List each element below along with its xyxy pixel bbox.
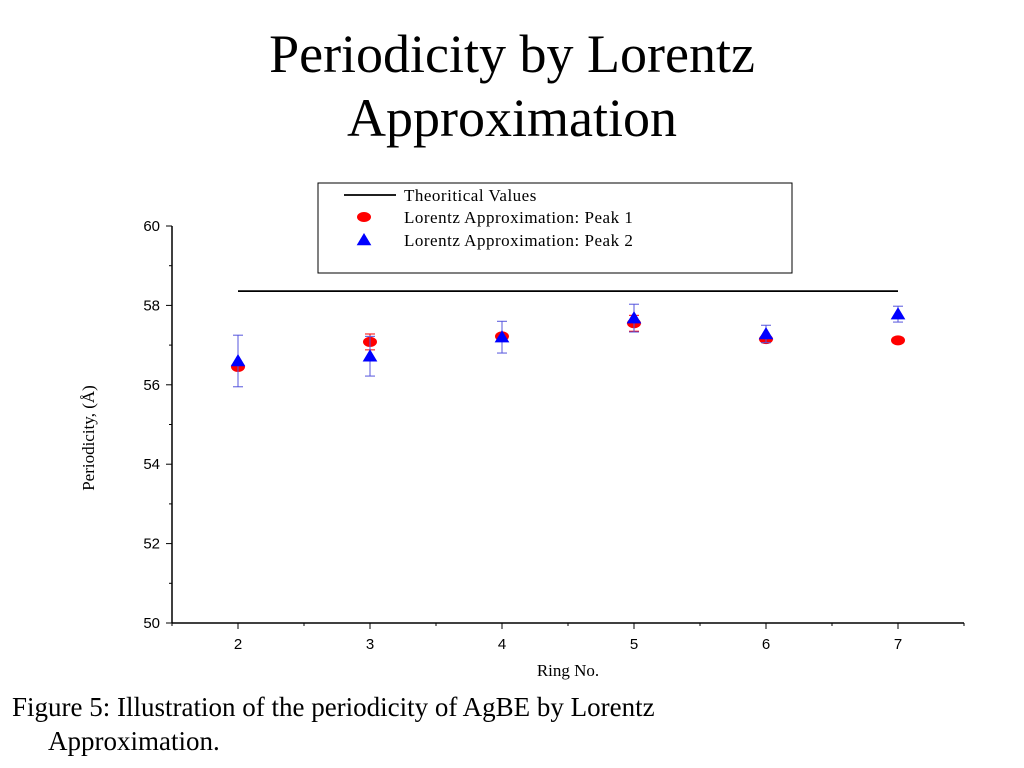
legend-label: Theoritical Values [404, 186, 537, 205]
peak2-point [890, 307, 906, 320]
caption-line2: Approximation. [48, 726, 220, 756]
peak1-point [891, 335, 905, 346]
y-tick-label: 56 [143, 377, 160, 394]
x-tick-label: 2 [234, 636, 242, 653]
slide-title: Periodicity by Lorentz Approximation [0, 22, 1024, 150]
x-tick-label: 4 [498, 636, 506, 653]
x-tick-label: 3 [366, 636, 374, 653]
caption-line1: Figure 5: Illustration of the periodicit… [12, 692, 655, 722]
legend-triangle-symbol [356, 233, 372, 246]
peak2-point [626, 311, 642, 324]
y-tick-label: 54 [143, 456, 160, 473]
chart-legend: Theoritical Values Lorentz Approximation:… [317, 182, 793, 274]
slide-title-line1: Periodicity by Lorentz [269, 24, 755, 84]
peak2-point [362, 349, 378, 362]
peak2-point [494, 330, 510, 343]
x-tick-label: 5 [630, 636, 638, 653]
y-tick-label: 58 [143, 297, 160, 314]
peak2-point [758, 326, 774, 340]
figure-caption: Figure 5: Illustration of the periodicit… [12, 690, 1012, 758]
legend-circle-symbol [357, 212, 371, 222]
legend-label: Lorentz Approximation: Peak 2 [404, 231, 633, 250]
x-tick-label: 6 [762, 636, 770, 653]
legend-box [317, 182, 793, 274]
slide-title-line2: Approximation [347, 88, 677, 148]
y-tick-label: 50 [143, 615, 160, 632]
x-axis-label: Ring No. [537, 661, 599, 680]
peak2-point [230, 353, 246, 367]
y-tick-label: 60 [143, 218, 160, 235]
y-axis-label: Periodicity, (Å) [79, 385, 98, 491]
x-tick-label: 7 [894, 636, 902, 653]
legend-label: Lorentz Approximation: Peak 1 [404, 208, 633, 227]
y-tick-label: 52 [143, 536, 160, 553]
